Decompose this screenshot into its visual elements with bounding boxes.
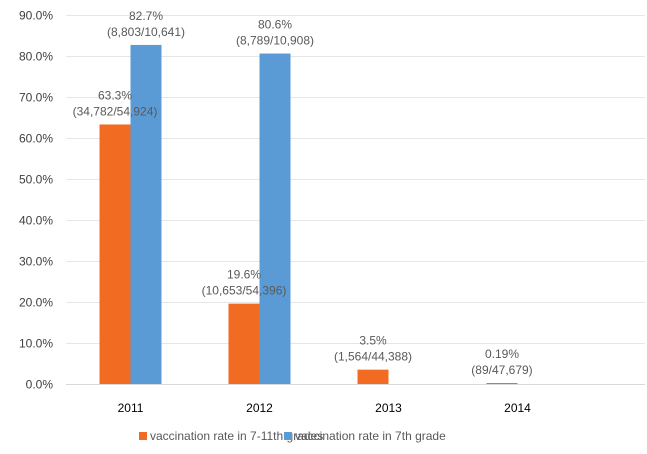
bar-grades-7-11	[99, 124, 131, 384]
bars	[99, 44, 518, 385]
x-tick-label: 2012	[246, 401, 273, 415]
data-label-fraction: (89/47,679)	[471, 363, 532, 377]
legend: vaccination rate in 7-11th gradesvaccina…	[139, 429, 446, 443]
legend-swatch	[139, 432, 147, 440]
y-tick-label: 10.0%	[19, 337, 53, 351]
data-label-value: 0.19%	[485, 347, 519, 361]
data-labels: 63.3% (34,782/54,924) 82.7% (8,803/10,641) 1…	[73, 9, 533, 377]
data-label-fraction: (8,789/10,908)	[236, 34, 314, 48]
y-tick-label: 20.0%	[19, 296, 53, 310]
x-tick-label: 2011	[118, 401, 144, 415]
legend-label: vaccination rate in 7-11th grades	[150, 429, 323, 443]
y-tick-label: 90.0%	[19, 9, 53, 23]
x-tick-label: 2014	[504, 401, 531, 415]
data-label-fraction: (1,564/44,388)	[334, 350, 412, 364]
data-label-value: 63.3%	[98, 88, 132, 102]
gridlines	[66, 15, 645, 385]
y-tick-label: 30.0%	[19, 255, 53, 269]
y-tick-label: 60.0%	[19, 132, 53, 146]
data-label-value: 82.7%	[129, 9, 163, 23]
y-tick-label: 80.0%	[19, 50, 53, 64]
x-tick-label: 2013	[375, 401, 402, 415]
y-tick-label: 0.0%	[26, 378, 54, 392]
bar-grades-7-11	[357, 369, 389, 384]
y-axis-ticks: 0.0% 10.0% 20.0% 30.0% 40.0% 50.0% 60.0% 70.0% 8…	[19, 9, 53, 392]
y-tick-label: 50.0%	[19, 173, 53, 187]
data-label-value: 19.6%	[227, 268, 261, 282]
bar-grade-7	[130, 44, 162, 385]
y-tick-label: 40.0%	[19, 214, 53, 228]
data-label-value: 3.5%	[359, 334, 387, 348]
data-label-value: 80.6%	[258, 18, 292, 32]
data-label-fraction: (10,653/54,396)	[202, 284, 287, 298]
bar-grades-7-11	[486, 383, 518, 384]
bar-grade-7	[259, 53, 291, 384]
data-label-fraction: (8,803/10,641)	[107, 25, 185, 39]
legend-label: vaccination rate in 7th grade	[295, 429, 446, 443]
bar-grades-7-11	[228, 303, 260, 384]
legend-swatch	[284, 432, 292, 440]
data-label-fraction: (34,782/54,924)	[73, 104, 158, 118]
y-tick-label: 70.0%	[19, 91, 53, 105]
x-axis-ticks: 2011 2012 2013 2014	[118, 401, 532, 415]
